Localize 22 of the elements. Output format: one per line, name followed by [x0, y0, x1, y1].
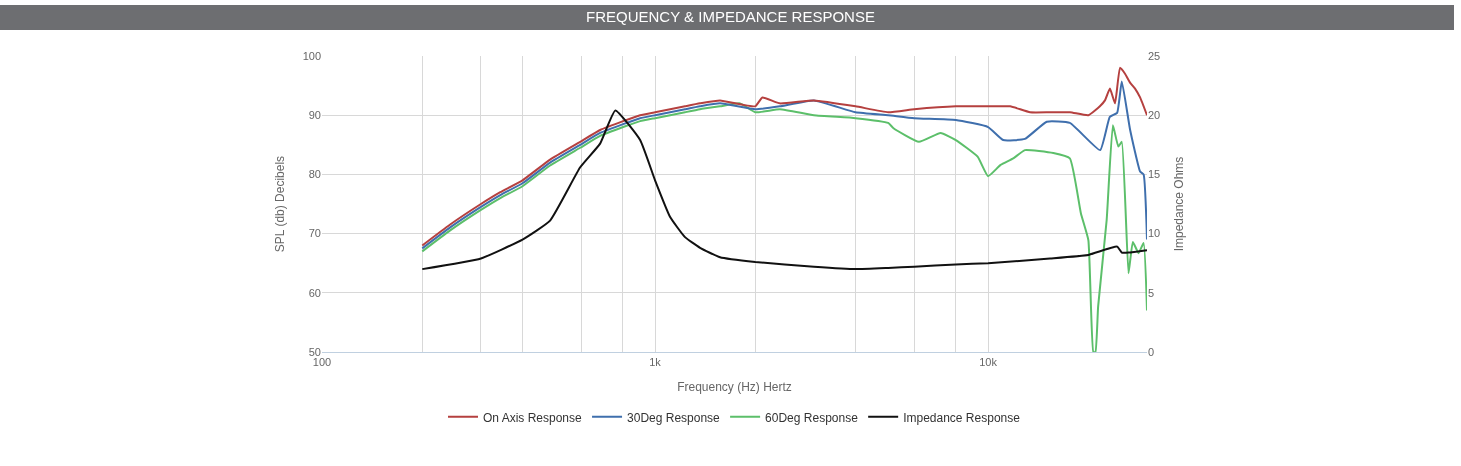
y2-tick-label: 15	[1148, 168, 1161, 181]
y-tick-label: 90	[308, 109, 321, 122]
y-tick-label: 100	[302, 49, 321, 62]
y2-tick-label: 0	[1148, 345, 1155, 358]
y-tick-label: 50	[308, 345, 321, 358]
y2-axis-title: Impedance Ohms	[1172, 156, 1187, 252]
y-tick-label: 60	[308, 286, 321, 299]
y2-tick-label: 20	[1148, 109, 1161, 122]
x-tick-label: 10k	[979, 356, 998, 369]
y2-tick-label: 25	[1148, 49, 1161, 62]
legend-label: 30Deg Response	[627, 410, 721, 425]
y-tick-label: 70	[308, 227, 321, 240]
legend-label: Impedance Response	[903, 410, 1021, 425]
y2-tick-label: 5	[1148, 286, 1155, 299]
x-tick-label: 1k	[649, 356, 662, 369]
legend-label: 60Deg Response	[765, 410, 859, 425]
y2-tick-label: 10	[1148, 227, 1161, 240]
chart-title: FREQUENCY & IMPEDANCE RESPONSE	[586, 7, 875, 25]
legend-label: On Axis Response	[483, 410, 583, 425]
y-axis-title: SPL (db) Decibels	[272, 155, 287, 253]
x-axis-title: Frequency (Hz) Hertz	[677, 380, 792, 395]
y-tick-label: 80	[308, 168, 321, 181]
